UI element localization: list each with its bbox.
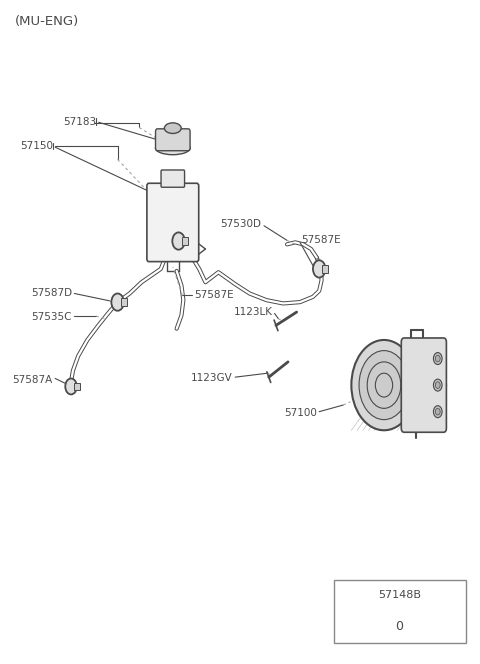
Circle shape (367, 362, 401, 408)
Text: 57535C: 57535C (32, 312, 72, 323)
Text: (MU-ENG): (MU-ENG) (14, 15, 79, 28)
FancyBboxPatch shape (401, 338, 446, 432)
Bar (334, 580, 466, 643)
Circle shape (433, 406, 442, 418)
Circle shape (435, 355, 440, 362)
FancyBboxPatch shape (147, 183, 199, 262)
Circle shape (172, 232, 185, 250)
FancyBboxPatch shape (323, 265, 328, 273)
Text: 1123LK: 1123LK (234, 307, 273, 317)
Circle shape (65, 378, 77, 394)
Text: 57100: 57100 (284, 408, 317, 418)
Text: 57150: 57150 (20, 141, 53, 151)
FancyBboxPatch shape (156, 129, 190, 151)
FancyBboxPatch shape (182, 237, 188, 245)
Text: 57587E: 57587E (301, 235, 341, 246)
Circle shape (435, 382, 440, 388)
Text: 57148B: 57148B (378, 590, 421, 600)
Circle shape (435, 408, 440, 415)
Circle shape (313, 260, 325, 278)
Text: 57587E: 57587E (194, 290, 234, 301)
Text: 57530D: 57530D (221, 218, 262, 229)
FancyBboxPatch shape (74, 383, 80, 390)
FancyBboxPatch shape (161, 170, 184, 187)
Circle shape (433, 353, 442, 365)
Circle shape (433, 379, 442, 391)
Circle shape (375, 373, 393, 397)
Circle shape (351, 340, 417, 430)
FancyBboxPatch shape (121, 298, 127, 306)
Text: 57183: 57183 (63, 116, 96, 127)
Text: 57587D: 57587D (31, 288, 72, 299)
Circle shape (111, 293, 124, 311)
Circle shape (359, 351, 409, 420)
Ellipse shape (164, 123, 181, 133)
Text: 1123GV: 1123GV (191, 373, 233, 384)
Text: 0: 0 (396, 620, 404, 633)
Text: 57587A: 57587A (12, 374, 53, 385)
Ellipse shape (156, 141, 190, 155)
